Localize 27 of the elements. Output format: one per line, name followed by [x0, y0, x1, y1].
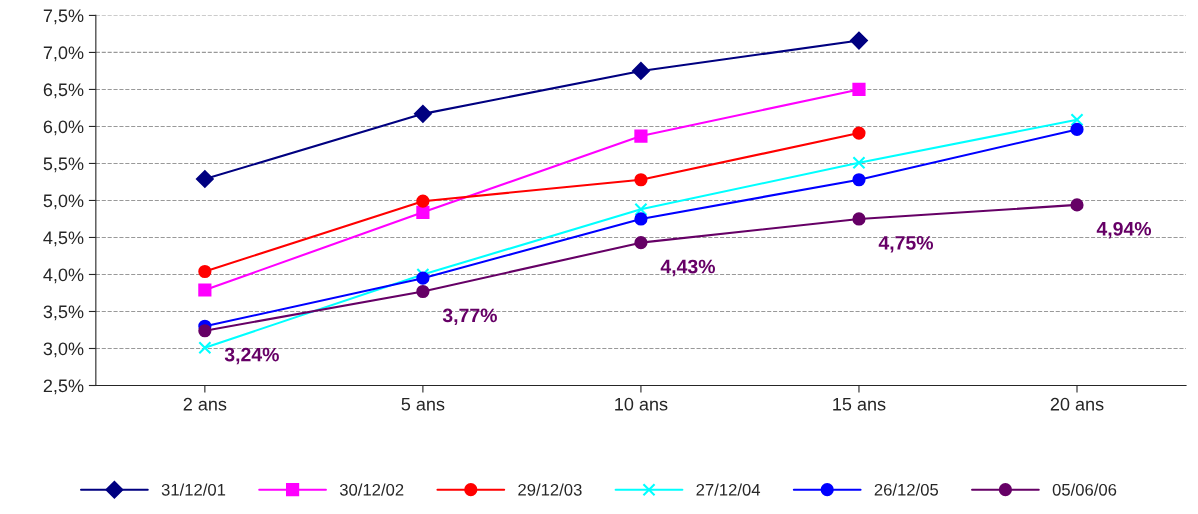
data-label: 3,77% [442, 308, 497, 326]
legend-label: 31/12/01 [161, 483, 226, 496]
legend-label: 05/06/06 [1052, 483, 1117, 496]
data-label: 3,24% [224, 347, 279, 365]
y-tick-label: 5,5% [43, 157, 84, 173]
data-label: 4,94% [1096, 221, 1152, 239]
y-tick-label: 7,5% [43, 9, 84, 25]
y-tick-label: 3,5% [43, 305, 84, 321]
y-tick-label: 6,5% [43, 83, 84, 99]
data-label: 4,75% [878, 235, 934, 253]
legend-label: 26/12/05 [874, 483, 939, 496]
x-tick-label: 15 ans [833, 397, 886, 411]
x-tick-label: 2 ans [183, 397, 227, 411]
y-tick-label: 2,5% [43, 379, 84, 395]
x-tick-label: 5 ans [401, 397, 445, 411]
x-tick-label: 20 ans [1050, 397, 1104, 411]
legend-label: 29/12/03 [518, 483, 582, 496]
legend-label: 27/12/04 [696, 483, 761, 496]
legend-label: 30/12/02 [339, 483, 404, 496]
y-tick-label: 6,0% [43, 120, 84, 136]
x-tick-label: 10 ans [615, 397, 668, 411]
y-tick-label: 5,0% [43, 194, 84, 210]
y-tick-label: 4,5% [43, 231, 84, 247]
data-label: 4,43% [660, 259, 715, 277]
y-tick-label: 3,0% [43, 342, 84, 358]
y-tick-label: 7,0% [43, 46, 84, 62]
y-tick-label: 4,0% [43, 268, 84, 284]
